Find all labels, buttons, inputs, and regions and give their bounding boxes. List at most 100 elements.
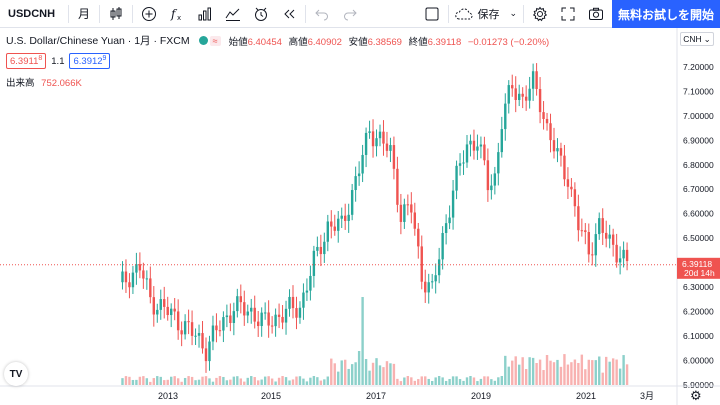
candle-body <box>340 215 343 219</box>
symbol-search[interactable]: USDCNH <box>8 7 56 20</box>
volume-bar <box>197 379 201 385</box>
candle-body <box>166 306 169 316</box>
volume-bar <box>514 356 517 385</box>
undo-icon[interactable] <box>308 0 336 28</box>
volume-bar <box>211 381 215 385</box>
replay-icon[interactable] <box>275 0 303 28</box>
time-axis-label: 2015 <box>261 391 281 401</box>
volume-bar <box>434 377 437 385</box>
candle-body <box>615 244 618 263</box>
volume-bar <box>479 378 483 385</box>
candle-body <box>410 204 413 213</box>
fullscreen-icon[interactable] <box>554 0 582 28</box>
candle-body <box>163 299 166 307</box>
candle-body <box>591 254 594 256</box>
candles-icon[interactable] <box>102 0 130 28</box>
toolbar-divider <box>305 4 306 23</box>
buy-button[interactable]: 6.39129 <box>69 53 111 70</box>
volume-bar <box>601 372 604 385</box>
candle-body <box>584 230 587 233</box>
volume-bar <box>326 376 329 385</box>
open-value: 6.40454 <box>247 36 282 48</box>
price-axis-label: 6.90000 <box>683 135 714 145</box>
candle-body <box>176 311 180 331</box>
redo-icon[interactable] <box>336 0 364 28</box>
candle-body <box>385 143 389 151</box>
alert-icon[interactable] <box>247 0 275 28</box>
candle-body <box>469 140 472 145</box>
volume-bar <box>253 377 256 385</box>
tradingview-logo[interactable]: TV <box>4 362 28 386</box>
volume-bar <box>507 366 510 385</box>
compare-icon[interactable] <box>219 0 247 28</box>
candle-body <box>622 249 625 259</box>
volume-bar <box>518 364 521 385</box>
camera-icon[interactable] <box>582 0 610 28</box>
candle-body <box>225 315 229 318</box>
price-axis-label: 6.20000 <box>683 307 714 317</box>
volume-bar <box>149 381 152 385</box>
candle-body <box>284 308 288 323</box>
currency-select[interactable]: CNH ⌄ <box>680 32 714 46</box>
candle-body <box>215 325 218 331</box>
close-value: 6.39118 <box>427 36 462 48</box>
candle-body <box>420 246 423 282</box>
candle-body <box>263 312 267 314</box>
gear-icon[interactable]: ⚙ <box>690 388 702 403</box>
candle-body <box>618 258 622 263</box>
low-label: 安値 <box>348 36 368 48</box>
candle-body <box>121 271 124 283</box>
candle-body <box>232 311 236 323</box>
interval-button[interactable]: 月 <box>77 7 90 21</box>
volume-bar <box>521 357 524 385</box>
candle-body <box>424 281 427 293</box>
volume-bar <box>138 376 142 385</box>
candle-body <box>486 160 490 191</box>
volume-bar <box>236 376 239 385</box>
volume-bar <box>187 376 190 385</box>
volume-bar <box>625 364 629 385</box>
candle-body <box>281 316 284 323</box>
toolbar-divider <box>132 4 133 23</box>
price-chart[interactable]: 7.20000 7.10000 7.00000 6.90000 6.80000 6.700… <box>0 28 720 405</box>
candle-body <box>159 299 162 310</box>
trade-buttons: 6.39118 1.1 6.39129 <box>6 53 111 70</box>
time-axis-label: 2019 <box>471 391 491 401</box>
sell-button[interactable]: 6.39118 <box>6 53 47 70</box>
candle-body <box>518 93 521 100</box>
toolbar-divider <box>523 4 524 23</box>
candle-body <box>608 234 611 239</box>
financials-icon[interactable] <box>191 0 219 28</box>
candle-body <box>437 259 441 276</box>
price-axis-label: 5.90000 <box>683 380 714 390</box>
add-indicator-icon[interactable] <box>135 0 163 28</box>
volume-bar <box>183 377 187 385</box>
volume-bar <box>316 377 319 385</box>
candle-body <box>577 206 580 231</box>
volume-bar <box>229 379 232 385</box>
candle-body <box>344 215 347 221</box>
volume-bar <box>267 376 270 385</box>
candle-body <box>128 282 131 288</box>
candle-body <box>239 296 242 303</box>
volume-bar <box>427 378 430 385</box>
spread-value: 1.1 <box>51 55 65 67</box>
time-axis-label: 2013 <box>158 391 178 401</box>
volume-bar <box>382 367 385 385</box>
volume-bar <box>577 362 580 385</box>
volume-bar <box>566 364 570 385</box>
start-free-trial-button[interactable]: 無料お試しを開始 <box>612 0 720 28</box>
candle-body <box>302 292 305 308</box>
candle-body <box>406 204 410 206</box>
layout-icon[interactable] <box>418 0 446 28</box>
candle-body <box>194 335 197 337</box>
ohlc-values: 始値6.40454 高値6.40902 安値6.38569 終値6.39118 … <box>229 34 554 48</box>
chevron-down-icon[interactable]: ⌄ <box>509 8 517 18</box>
volume-bar <box>128 376 131 385</box>
save-button[interactable]: 保存 ⌄ <box>451 0 521 28</box>
gear-icon[interactable] <box>526 0 554 28</box>
open-label: 始値 <box>228 36 248 48</box>
candle-body <box>483 144 486 161</box>
volume-bar <box>375 358 378 385</box>
